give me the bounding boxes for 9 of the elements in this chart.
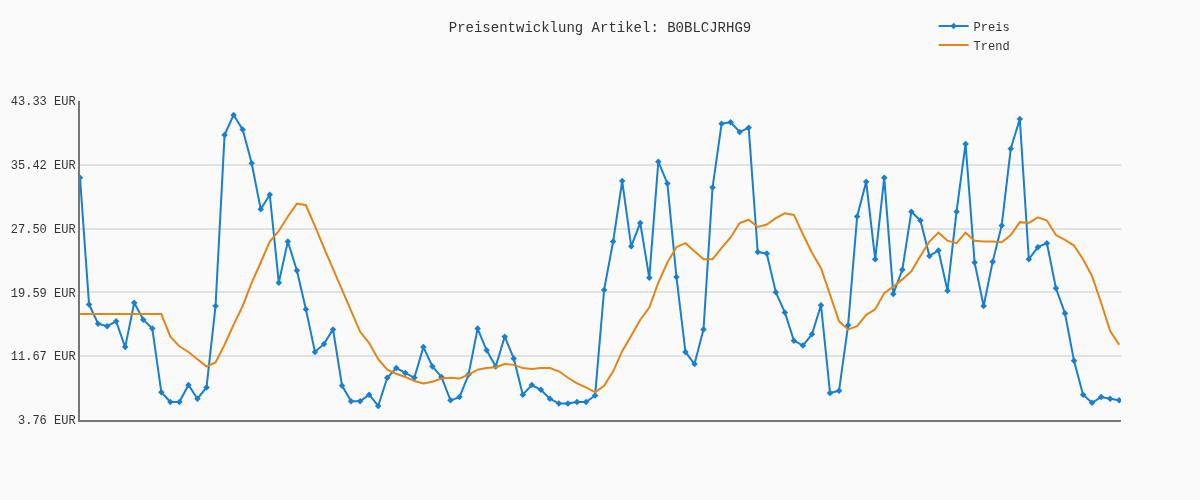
legend-label: Preis: [973, 20, 1010, 35]
chart-title: Preisentwicklung Artikel: B0BLCJRHG9: [448, 20, 752, 37]
y-tick-label: 19.59 EUR: [10, 286, 76, 301]
y-tick-label: 43.33 EUR: [10, 95, 76, 110]
y-tick-label: 3.76 EUR: [17, 414, 76, 429]
legend-label: Trend: [973, 39, 1010, 54]
y-tick-label: 35.42 EUR: [10, 158, 76, 173]
y-tick-label: 11.67 EUR: [10, 350, 76, 365]
y-tick-label: 27.50 EUR: [10, 222, 76, 237]
